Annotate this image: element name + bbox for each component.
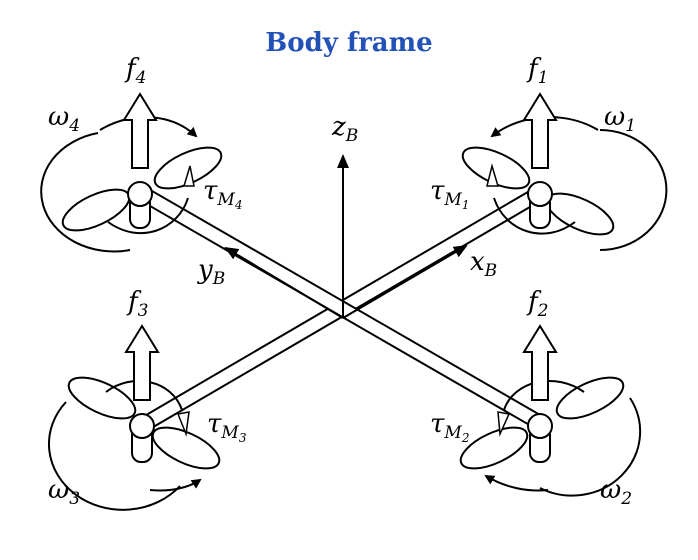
torque-1-arrowhead	[486, 163, 500, 187]
force-4-label: f4	[124, 54, 146, 88]
omega-3-arrow	[149, 478, 202, 492]
motor-hub	[129, 413, 155, 439]
force-2-arrow	[522, 324, 558, 401]
force-3-label: f3	[126, 287, 148, 321]
propeller-blade	[151, 426, 221, 470]
force-1-arrow	[522, 92, 558, 169]
motor-hub	[527, 181, 553, 207]
force-1-label: f1	[526, 54, 548, 88]
motor-hub	[127, 181, 153, 207]
force-2-label: f2	[526, 287, 548, 321]
torque-4-label: τM4	[203, 176, 242, 212]
body-axes: zB xB yB	[197, 112, 497, 319]
omega-1-arc	[599, 129, 668, 251]
diagram-title: Body frame	[265, 28, 433, 58]
omega-2-label: ω2	[600, 475, 632, 509]
propeller-blade	[461, 146, 531, 190]
omega-3-arc	[47, 401, 181, 511]
torque-3-label: τM3	[207, 409, 247, 445]
omega-2-arc	[539, 397, 642, 497]
rotor-4: f4 ω4 τM4	[40, 54, 242, 253]
propeller-blade	[555, 376, 625, 420]
force-4-arrow	[122, 92, 158, 169]
rotor-3: f3 ω3 τM3	[47, 287, 247, 511]
torque-2-label: τM2	[430, 409, 469, 445]
propeller-blade	[153, 146, 223, 190]
y-axis-arrow	[224, 246, 344, 319]
torque-1-arc	[493, 197, 576, 235]
torque-2-arrowhead	[497, 411, 511, 437]
torque-4-arrowhead	[182, 165, 195, 187]
motor-hub	[527, 413, 553, 439]
z-axis-label: zB	[331, 112, 358, 146]
y-axis-label: yB	[197, 255, 225, 289]
x-axis-arrow	[342, 244, 468, 319]
rotor-2: f2 ω2 τM2	[430, 287, 642, 509]
omega-2-arrow	[484, 474, 549, 492]
omega-1-label: ω1	[604, 102, 636, 136]
x-axis-label: xB	[470, 247, 497, 281]
omega-4-arc	[40, 132, 131, 253]
torque-1-label: τM1	[430, 176, 469, 212]
torque-3-arrowhead	[176, 411, 190, 437]
omega-4-label: ω4	[48, 102, 80, 136]
propeller-blade	[459, 426, 529, 470]
propeller-blade	[67, 376, 137, 420]
torque-4-arc	[107, 197, 189, 235]
rotor-1: f1 ω1 τM1	[430, 54, 668, 251]
omega-3-label: ω3	[48, 475, 80, 509]
force-3-arrow	[124, 324, 160, 401]
